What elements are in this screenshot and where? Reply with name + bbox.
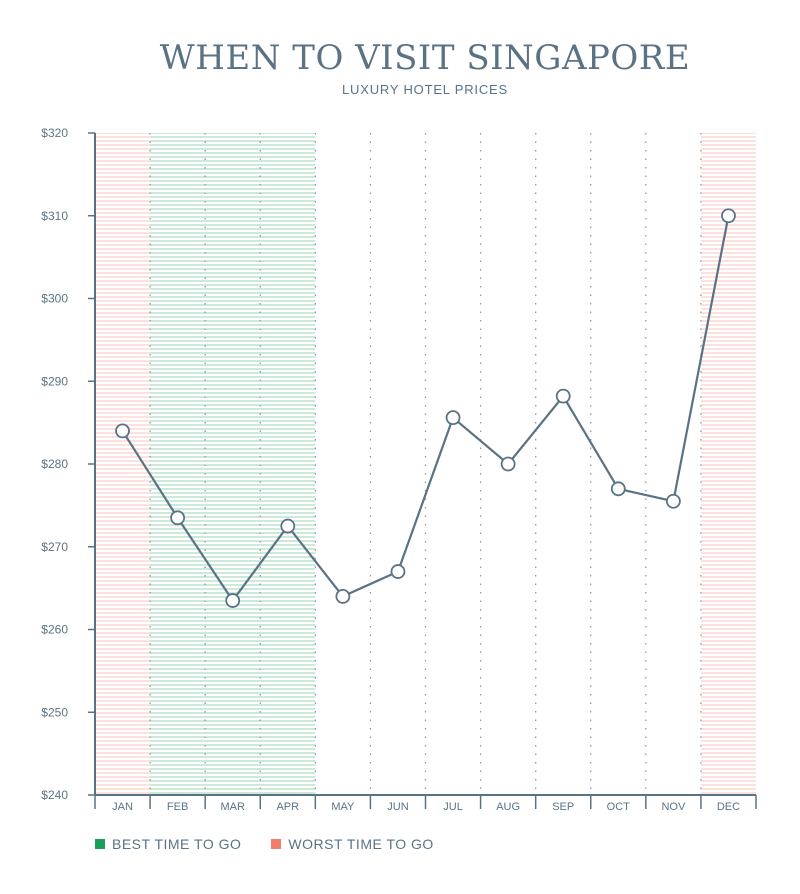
data-point-mar [225,593,241,608]
data-point-jul [445,410,461,426]
data-point-feb [170,510,186,526]
worst-band-jan [95,133,151,795]
legend-swatch-best [95,839,105,849]
x-tick-label: DEC [717,801,740,813]
best-band-mar [205,133,261,795]
best-band-feb [150,133,206,795]
best-band-apr [260,133,316,795]
legend-swatch-worst [271,839,282,849]
x-tick-label: OCT [607,801,631,813]
y-tick-label: $320 [41,126,68,140]
y-tick-label: $280 [41,457,68,471]
y-tick-label: $270 [41,540,68,554]
x-tick-label: NOV [661,801,686,813]
x-tick-label: FEB [167,801,188,813]
data-point-jun [390,564,406,579]
y-tick-label: $260 [41,623,68,637]
chart-title: WHEN TO VISIT SINGAPORE [159,38,691,78]
data-point-apr [280,518,296,534]
data-point-jan [115,423,130,439]
data-point-aug [500,456,516,472]
y-tick-label: $240 [41,788,68,802]
legend-item-best: BEST TIME TO GO [95,836,241,852]
data-point-nov [665,493,681,509]
y-tick-label: $250 [41,705,68,719]
legend-label-worst: WORST TIME TO GO [288,836,434,852]
x-tick-label: APR [276,801,299,813]
price-line [121,215,730,602]
legend-item-worst: WORST TIME TO GO [271,836,433,852]
data-point-oct [610,481,626,497]
x-tick-label: JUL [443,801,463,813]
x-tick-label: SEP [552,801,574,813]
y-tick-label: $300 [41,292,68,306]
y-tick-label: $290 [41,374,68,388]
chart-legend: BEST TIME TO GO WORST TIME TO GO [95,836,434,852]
y-tick-label: $310 [41,209,68,223]
legend-label-best: BEST TIME TO GO [112,836,242,852]
x-tick-label: JUN [387,801,408,813]
chart-subtitle: LUXURY HOTEL PRICES [342,82,508,97]
x-tick-label: MAY [331,801,355,813]
data-point-dec [721,208,736,224]
x-tick-label: AUG [496,801,520,813]
x-tick-label: JAN [112,801,133,813]
data-point-sep [555,388,571,404]
x-tick-label: MAR [220,801,245,813]
data-point-may [335,589,351,604]
worst-band-dec [700,133,756,795]
